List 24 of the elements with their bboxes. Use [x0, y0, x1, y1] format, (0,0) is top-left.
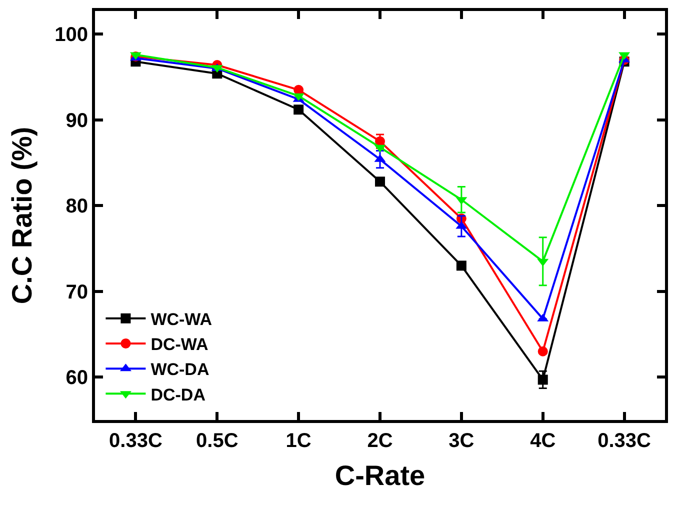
- x-tick-label: 0.5C: [196, 430, 238, 452]
- point: [294, 104, 304, 115]
- legend-label: WC-WA: [150, 310, 212, 329]
- x-axis-title: C-Rate: [334, 460, 426, 492]
- x-tick-label: 4C: [530, 430, 556, 452]
- point: [456, 260, 466, 271]
- x-tick-label: 0.33C: [598, 430, 651, 452]
- point: [294, 84, 304, 95]
- y-tick-label: 70: [66, 281, 88, 304]
- y-tick-label: 60: [66, 367, 88, 390]
- y-tick-label: 100: [54, 24, 88, 46]
- point: [538, 346, 548, 356]
- point: [375, 176, 385, 187]
- point: [538, 374, 548, 385]
- legend-label: WC-DA: [150, 360, 210, 380]
- x-tick-label: 3C: [448, 430, 474, 452]
- x-tick-label: 1C: [286, 430, 312, 452]
- y-tick-label: 80: [66, 196, 88, 218]
- x-tick-label: 0.33C: [109, 430, 162, 452]
- legend-label: DC-DA: [150, 385, 206, 404]
- legend-label: DC-WA: [150, 335, 208, 354]
- y-axis-title: C.C Ratio (%): [6, 126, 38, 304]
- y-tick-label: 90: [66, 110, 88, 132]
- x-tick-label: 2C: [367, 430, 393, 452]
